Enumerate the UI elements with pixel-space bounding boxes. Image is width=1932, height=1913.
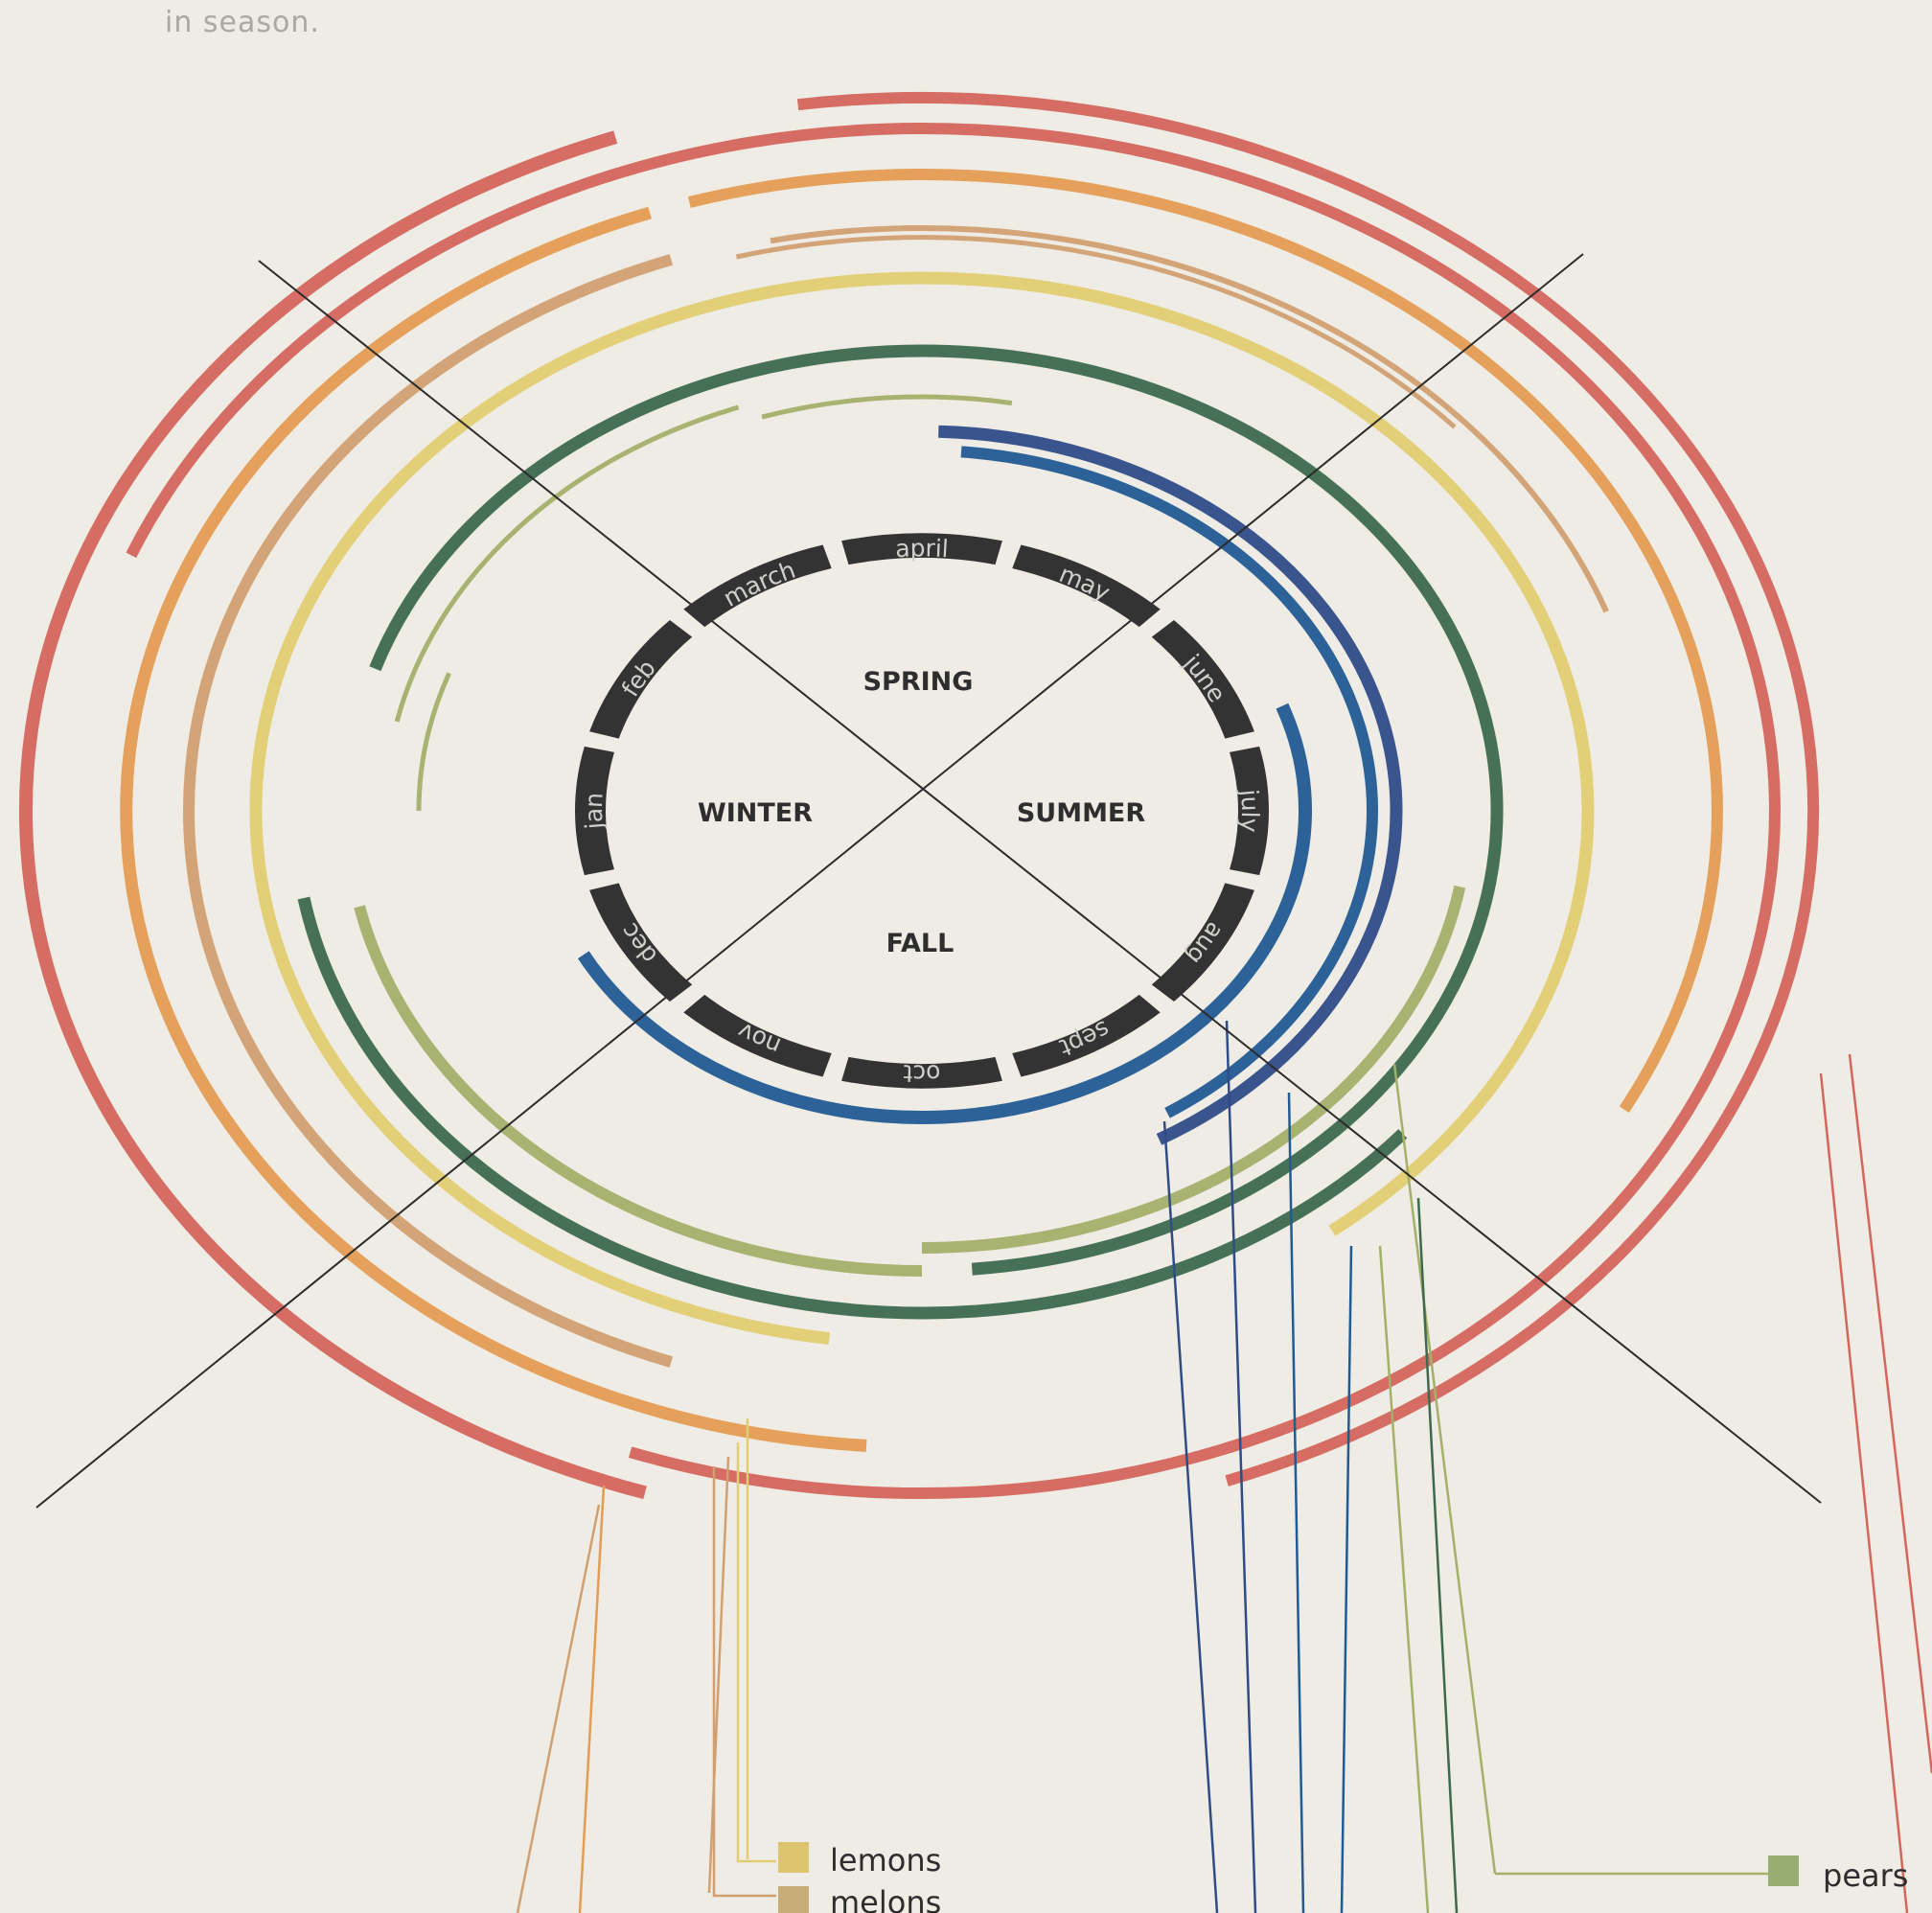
season-label-summer: SUMMER (1017, 798, 1146, 828)
month-segment-nov (683, 994, 832, 1077)
leader-line (712, 1466, 776, 1898)
season-labels: SPRING SUMMER FALL WINTER (698, 667, 1145, 958)
month-segment-june (1151, 620, 1254, 739)
month-label-text: april (895, 534, 950, 563)
legend-swatch-pears (1768, 1855, 1799, 1886)
leader-line (1416, 1197, 1459, 1913)
leader-lines (516, 1020, 1932, 1913)
fruit-season-rings (18, 91, 1820, 1500)
leader-line (1340, 1245, 1353, 1913)
leader-line (1378, 1245, 1430, 1913)
season-arc (796, 91, 1820, 1487)
leader-line (1225, 1020, 1257, 1913)
season-arc (770, 225, 1609, 613)
legend-swatch-lemons (778, 1842, 809, 1873)
leader-line (1819, 1072, 1909, 1913)
leader-line (1392, 1063, 1497, 1875)
season-arc (297, 896, 1408, 1320)
month-label-april: april (895, 534, 950, 563)
season-arc (126, 123, 1781, 1499)
season-arc (960, 446, 1379, 1118)
month-label-jan: jan (580, 792, 609, 831)
month-label-text: july (1235, 787, 1264, 833)
month-label-oct: oct (903, 1059, 941, 1087)
season-arc (183, 254, 674, 1368)
divider-line (35, 253, 1584, 1509)
legend-label-lemons: lemons (830, 1842, 941, 1878)
month-segment-may (1012, 544, 1161, 628)
month-label-text: jan (580, 792, 609, 831)
month-segment-march (683, 544, 832, 628)
month-segment-oct (841, 1056, 1002, 1089)
month-segment-sept (1012, 994, 1161, 1077)
month-label-text: oct (903, 1059, 941, 1087)
season-arc (938, 425, 1403, 1145)
season-arc (249, 271, 1595, 1346)
season-arc (761, 394, 1013, 420)
season-arc (369, 344, 1504, 1276)
leader-line (707, 1456, 730, 1894)
leader-line (736, 1442, 776, 1863)
legend-label-melons: melons (830, 1884, 941, 1913)
leader-line (1162, 1120, 1219, 1913)
divider-line (258, 260, 1822, 1504)
season-arc (416, 672, 451, 812)
intro-text: in season. (165, 6, 320, 39)
month-label-march: march (719, 556, 799, 612)
month-segment-feb (589, 620, 693, 739)
leader-line (1848, 1053, 1932, 1774)
season-arc (577, 703, 1312, 1124)
season-label-winter: WINTER (698, 798, 813, 828)
legend-label-pears: pears (1823, 1857, 1908, 1894)
season-arc (120, 206, 867, 1452)
legend: lemons melons pears (778, 1842, 1908, 1913)
season-label-spring: SPRING (863, 667, 974, 697)
season-arc (394, 404, 740, 723)
month-segment-jan (575, 746, 614, 876)
season-arc (18, 130, 647, 1500)
season-arc (921, 885, 1466, 1254)
leader-line (516, 1504, 601, 1913)
month-ring: janfebmarchaprilmayjunejulyaugseptoctnov… (575, 533, 1269, 1089)
season-arc (687, 169, 1723, 1114)
legend-swatch-melons (778, 1886, 809, 1913)
month-segment-dec (589, 883, 693, 1002)
month-segment-aug (1151, 883, 1254, 1002)
month-segment-july (1230, 746, 1269, 876)
leader-line (1287, 1092, 1305, 1913)
season-arc (735, 235, 1457, 429)
leader-line (578, 1485, 606, 1913)
month-label-july: july (1235, 787, 1264, 833)
season-divider-lines (35, 253, 1822, 1509)
month-label-text: march (719, 556, 799, 612)
season-arc (354, 905, 923, 1277)
season-label-fall: FALL (886, 929, 954, 958)
month-segment-april (841, 533, 1002, 565)
